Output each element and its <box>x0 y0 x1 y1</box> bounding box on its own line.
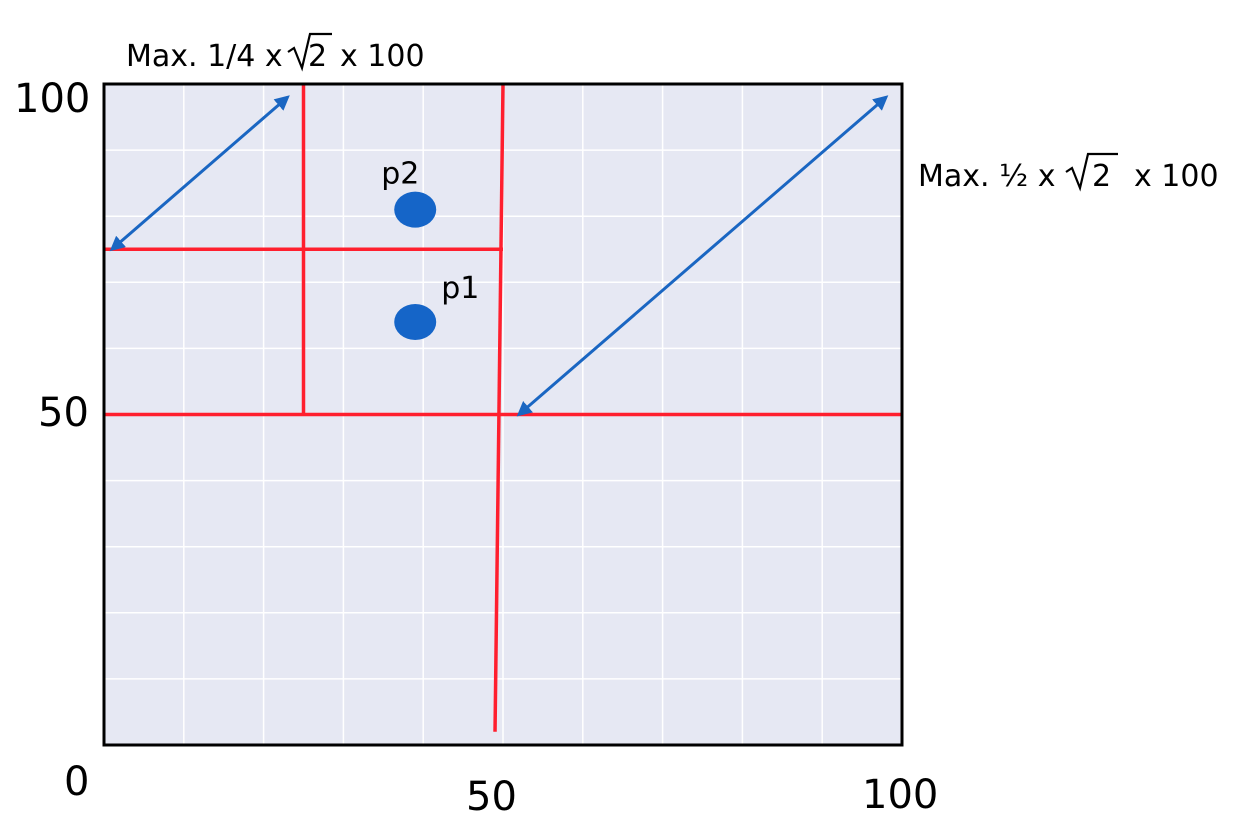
annotation-quarter-prefix: Max. 1/4 x <box>126 39 283 74</box>
data-points: p1 p2 <box>381 157 479 340</box>
annotation-half: Max. ½ x <box>918 159 1055 194</box>
x-tick-label-100: 100 <box>862 772 938 818</box>
annotation-quarter: Max. 1/4 x <box>126 39 283 74</box>
x-tick-label-50: 50 <box>466 774 517 820</box>
annotation-half-sqrt: 2 <box>1065 152 1118 194</box>
annotation-half-prefix: Max. ½ x <box>918 159 1055 194</box>
annotation-quarter-sqrt-radicand: 2 <box>308 39 327 74</box>
y-tick-label-50: 50 <box>38 390 89 436</box>
annotation-quarter-sqrt: 2 <box>287 32 332 74</box>
point-p1 <box>394 303 437 340</box>
point-label-p1: p1 <box>441 271 479 306</box>
y-tick-label-100: 100 <box>14 76 90 122</box>
annotation-half-suffix: x 100 <box>1134 159 1219 194</box>
annotation-half-sqrt-radicand: 2 <box>1092 159 1111 194</box>
x-tick-label-0: 0 <box>64 759 89 805</box>
point-label-p2: p2 <box>381 157 419 192</box>
distance-arrow-1 <box>109 95 290 252</box>
annotation-quarter-suffix: x 100 <box>340 39 425 74</box>
plot-frame <box>102 82 904 747</box>
distance-arrow-2 <box>516 95 889 417</box>
point-p2 <box>394 191 437 228</box>
partition-line-3 <box>493 83 505 732</box>
distance-arrows <box>109 95 889 417</box>
